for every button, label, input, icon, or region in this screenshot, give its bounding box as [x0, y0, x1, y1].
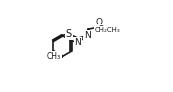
Text: O: O — [54, 52, 61, 61]
Text: N: N — [74, 38, 81, 47]
Text: O: O — [98, 25, 105, 34]
Text: CH₃: CH₃ — [46, 52, 60, 61]
Text: CH₂CH₃: CH₂CH₃ — [94, 27, 120, 33]
Text: O: O — [95, 18, 103, 27]
Text: N: N — [84, 31, 91, 40]
Text: S: S — [66, 29, 72, 39]
